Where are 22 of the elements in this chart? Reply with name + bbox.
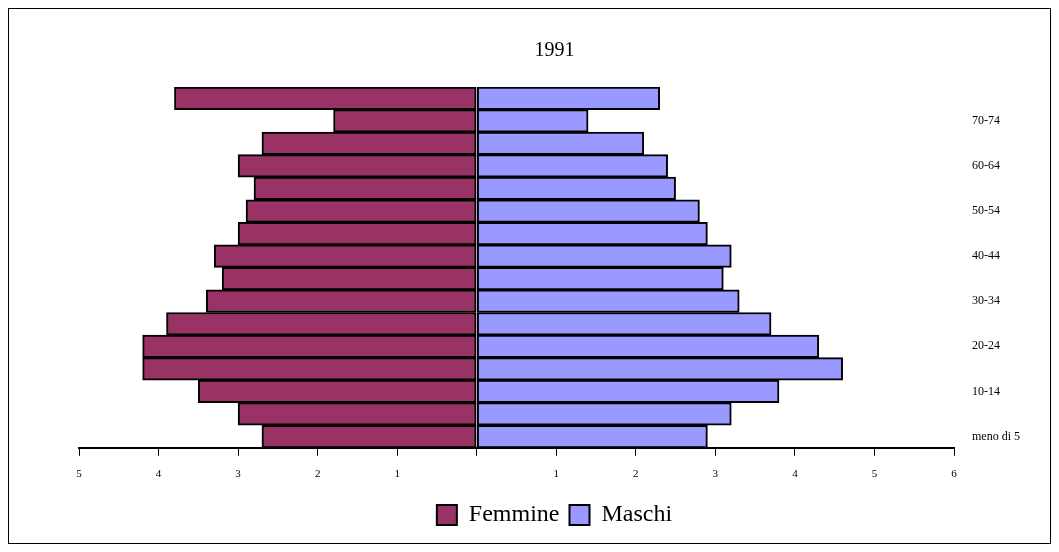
y-tick-label: 50-54 — [972, 203, 1001, 218]
y-tick-label: meno di 5 — [972, 428, 1021, 443]
y-tick-label: 70-74 — [972, 112, 1001, 127]
x-tick-label: 5 — [871, 467, 878, 480]
y-tick-label: 10-14 — [972, 383, 1001, 398]
chart-title: 1991 — [534, 38, 575, 61]
x-tick-label: 1 — [553, 467, 560, 480]
x-tick-label: 4 — [792, 467, 799, 480]
x-tick-label: 6 — [951, 467, 958, 480]
y-tick-label: 40-44 — [972, 248, 1001, 263]
x-tick-label: 1 — [394, 467, 400, 480]
x-tick-label: 3 — [235, 467, 242, 480]
x-tick-label: 4 — [155, 467, 162, 480]
x-tick-label: 3 — [712, 467, 719, 480]
x-tick-label: 2 — [314, 467, 321, 480]
y-tick-label: 20-24 — [972, 338, 1001, 353]
legend-label: Femmine — [468, 500, 560, 527]
x-tick-label: 5 — [76, 467, 83, 480]
y-tick-label: 30-34 — [972, 293, 1001, 308]
x-tick-label: 2 — [633, 467, 639, 480]
y-tick-label: 60-64 — [972, 158, 1001, 173]
legend-label: Maschi — [601, 500, 673, 527]
